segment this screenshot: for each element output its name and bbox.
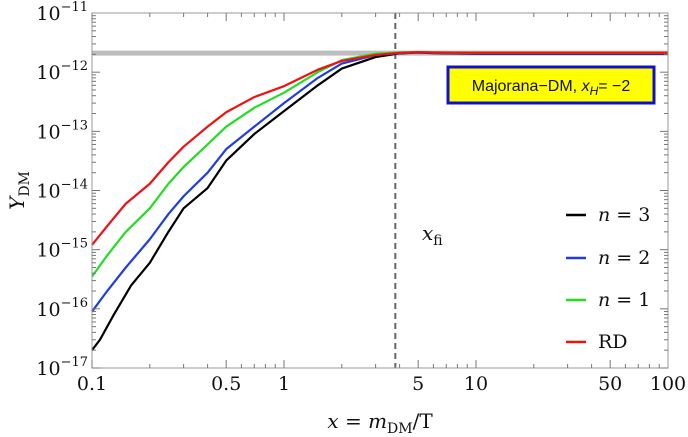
y-tick-label: 10−16	[36, 296, 88, 321]
legend-label-n-2: n = 2	[598, 247, 650, 269]
x-tick-label: 1	[278, 373, 290, 395]
x-axis-title-var: x	[327, 409, 338, 433]
legend-label-rest: = 2	[610, 247, 650, 269]
y-tick-label-exponent: −17	[61, 355, 88, 370]
x-tick-label: 0.5	[211, 373, 241, 395]
legend: n = 3n = 2n = 1RD	[566, 204, 650, 353]
annotation-var-sub: H	[590, 84, 599, 98]
legend-label-var: n	[598, 289, 610, 311]
x-tick-label: 5	[412, 373, 424, 395]
x-axis-title: x = mDM/T	[327, 409, 433, 437]
y-tick-label-exponent: −11	[61, 0, 88, 15]
y-axis-title: YDM	[5, 171, 33, 210]
freeze-in-label-sub: fi	[433, 233, 443, 249]
y-tick-label-exponent: −14	[61, 178, 88, 193]
y-tick-label-base: 10	[36, 3, 60, 25]
legend-label-rest: = 1	[610, 289, 650, 311]
tick-labels: 0.1 0.5 1 5 10 50 10010−1110−1210−1310−1410−15…	[36, 0, 686, 395]
y-tick-label-exponent: −12	[61, 59, 88, 74]
y-tick-label: 10−12	[36, 59, 88, 84]
y-tick-label-base: 10	[36, 299, 60, 321]
legend-label-n-1: n = 1	[598, 289, 650, 311]
axis-ticks	[91, 13, 668, 369]
model-annotation-box: Majorana−DM, xH= −2	[446, 65, 656, 105]
annotation-var: x	[581, 78, 591, 95]
x-tick-label: 100	[650, 373, 686, 395]
y-tick-label-base: 10	[36, 240, 60, 262]
y-tick-label-exponent: −13	[61, 118, 88, 133]
x-tick-label: 50	[598, 373, 622, 395]
y-tick-label: 10−13	[36, 118, 88, 143]
x-axis-title-m: m	[368, 409, 387, 433]
y-tick-label: 10−14	[36, 178, 88, 203]
y-tick-label-exponent: −16	[61, 296, 88, 311]
x-axis-title-post: /T	[413, 409, 434, 433]
y-tick-label-base: 10	[36, 121, 60, 143]
x-axis-title-sub: DM	[387, 421, 413, 437]
legend-label-var: n	[598, 247, 610, 269]
annotation-box-frame	[446, 65, 656, 105]
legend-label-var: n	[598, 204, 610, 226]
x-axis-title-eq: =	[339, 409, 368, 433]
y-tick-label: 10−15	[36, 237, 88, 262]
legend-label-rest: RD	[598, 331, 628, 353]
y-tick-label-base: 10	[36, 62, 60, 84]
freeze-in-label-main: x	[422, 221, 433, 245]
y-tick-label-base: 10	[36, 358, 60, 380]
series-group	[91, 51, 668, 351]
annotation-tail: = −2	[598, 78, 630, 95]
x-tick-label: 10	[464, 373, 488, 395]
y-tick-label-exponent: −15	[61, 237, 88, 252]
y-tick-label: 10−11	[36, 0, 88, 25]
y-tick-label-base: 10	[36, 181, 60, 203]
x-tick-label: 0.1	[77, 373, 107, 395]
y-tick-label: 10−17	[36, 355, 88, 380]
y-axis-title-main: Y	[5, 195, 29, 210]
legend-label-n-3: n = 3	[598, 204, 650, 226]
annotation-text: Majorana−DM, xH= −2	[472, 78, 631, 98]
annotation-text-main: Majorana−DM,	[472, 78, 582, 95]
y-axis-title-sub: DM	[17, 171, 33, 197]
legend-label-rest: = 3	[610, 204, 650, 226]
legend-label-rd: RD	[598, 331, 628, 353]
freeze-in-label: xfi	[422, 221, 443, 249]
series-line-rd	[91, 51, 668, 246]
